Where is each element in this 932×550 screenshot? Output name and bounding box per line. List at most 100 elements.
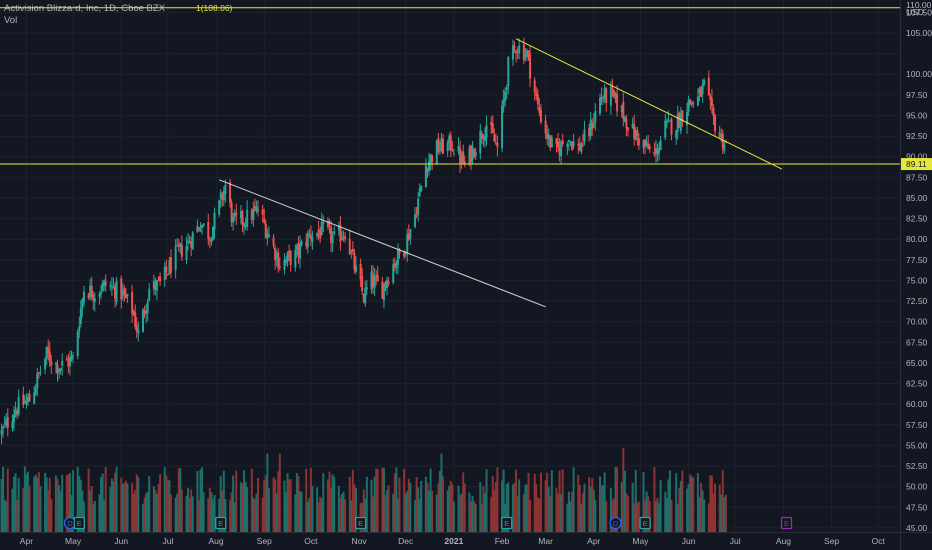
candle-body (297, 243, 300, 256)
candle-body (0, 429, 3, 435)
candle-body (306, 233, 309, 248)
candle-body (191, 232, 194, 250)
candle-body (637, 138, 640, 146)
candle-body (267, 234, 270, 238)
volume-bar (558, 470, 561, 532)
candle-body (698, 89, 701, 94)
volume-bar (718, 484, 721, 532)
volume-bar (255, 493, 258, 532)
volume-bar (483, 492, 486, 532)
earnings-marker[interactable]: E (639, 516, 651, 530)
candle-body (222, 190, 225, 201)
price-tick-label: 82.50 (906, 214, 928, 224)
candle-body (299, 244, 301, 259)
future_earnings-marker[interactable]: E (780, 516, 793, 530)
price-axis[interactable]: 45.00 47.50 50.00 52.50 55.00 57.50 60.00 62.50… (900, 0, 932, 550)
volume-bar (612, 498, 615, 532)
candle-body (690, 102, 693, 105)
volume-bar (25, 474, 28, 532)
volume-bar (179, 468, 182, 532)
candle-body (516, 52, 519, 54)
volume-bar (89, 490, 92, 532)
candle-body (675, 130, 678, 138)
volume-bar (687, 483, 690, 532)
volume-bar (131, 482, 134, 532)
volume-bar (232, 475, 235, 532)
earnings-marker[interactable]: E (215, 516, 227, 530)
earnings-marker[interactable]: E (73, 516, 85, 530)
candle-body (232, 216, 235, 223)
volume-bar (288, 479, 291, 532)
volume-bar (721, 470, 724, 532)
candle-body (603, 88, 606, 99)
time-tick-label: Apr (20, 536, 33, 546)
candle-body (350, 250, 353, 253)
volume-bar (309, 467, 312, 532)
volume-bar (513, 482, 516, 532)
volume-bar (283, 480, 286, 532)
volume-bar (177, 468, 180, 532)
candle-body (169, 257, 172, 273)
candle-body (224, 184, 227, 195)
volume-bar (490, 496, 493, 532)
volume-bar (250, 468, 253, 532)
volume-bar (190, 489, 193, 532)
price-tick-label: 45.00 (906, 523, 928, 533)
volume-bar (124, 480, 127, 532)
candle-body (382, 284, 385, 301)
volume-bar (202, 492, 205, 532)
candle-body (710, 98, 713, 107)
volume-bar (442, 476, 445, 532)
time-axis[interactable]: Apr May Jun Jul Aug Sep Oct Nov Dec 2021 Feb Mar Apr… (0, 532, 932, 547)
candle-body (294, 249, 297, 268)
volume-bar (667, 479, 670, 532)
candle-body (449, 135, 452, 151)
volume-bar (535, 484, 538, 532)
candle-body (550, 137, 553, 148)
dividend-marker[interactable]: D (609, 516, 622, 530)
candle-body (473, 149, 476, 157)
candle-body (642, 140, 645, 148)
time-tick-label: Sep (257, 536, 272, 546)
candle-body (557, 141, 560, 148)
candle-body (376, 274, 379, 282)
volume-bar (668, 470, 671, 532)
volume-bar (431, 490, 434, 532)
candle-body (115, 280, 118, 302)
volume-bar (581, 492, 584, 532)
volume-bar (644, 499, 647, 532)
earnings-marker[interactable]: E (354, 516, 367, 530)
candle-body (92, 294, 95, 301)
candle-body (56, 364, 59, 374)
volume-bar (257, 477, 260, 532)
candle-body (263, 218, 266, 223)
volume-bar (267, 488, 270, 532)
candle-body (288, 250, 291, 253)
candle-body (309, 234, 312, 240)
candle-body (536, 94, 539, 105)
volume-bar (516, 496, 519, 532)
volume-bar (463, 483, 466, 532)
volume-bar (286, 473, 289, 532)
event-marker-label: D (67, 519, 73, 528)
candle-body (250, 210, 253, 220)
volume-bar (98, 494, 101, 532)
candle-body (316, 232, 319, 237)
volume-bar (451, 484, 454, 532)
earnings-marker[interactable]: E (501, 516, 513, 530)
volume-bar (252, 497, 255, 532)
dividend-marker[interactable]: D (63, 516, 77, 530)
volume-bar (317, 501, 320, 532)
candle-body (546, 133, 549, 139)
candle-body (622, 101, 625, 120)
volume-bar (392, 493, 395, 532)
candle-body (409, 229, 412, 240)
volume-bar (544, 480, 547, 532)
volume-bar (404, 493, 407, 532)
candle-body (403, 251, 406, 257)
volume-bar (146, 491, 149, 532)
candle-body (185, 245, 188, 260)
volume-bar (319, 496, 322, 532)
